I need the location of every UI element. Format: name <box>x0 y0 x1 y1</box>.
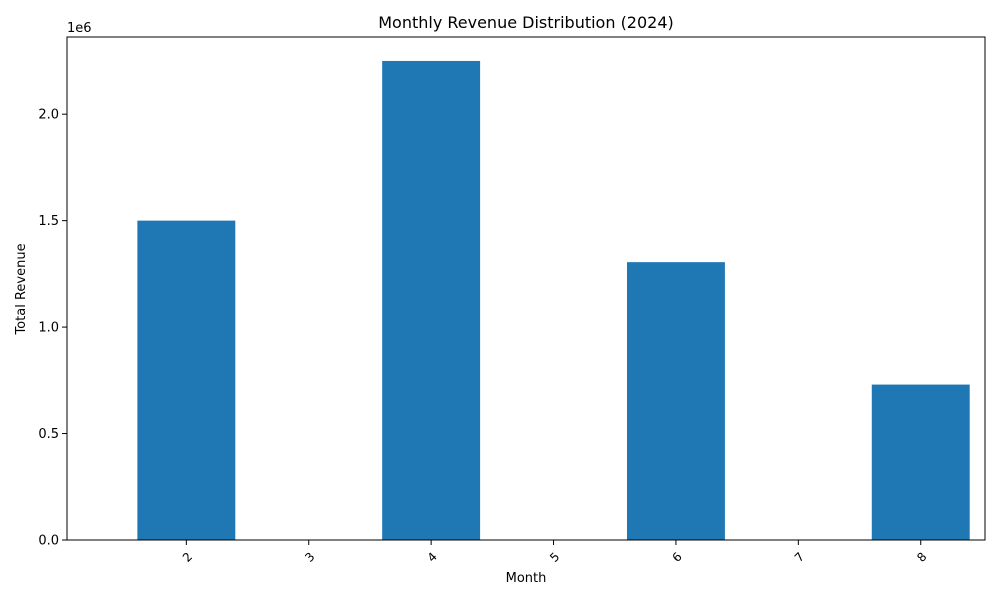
bar-month-4 <box>382 60 481 540</box>
x-tick-label: 2 <box>180 550 195 565</box>
y-tick-label: 1.0 <box>38 321 59 336</box>
y-tick-label: 0.0 <box>38 534 59 549</box>
x-tick-label: 3 <box>302 550 317 565</box>
chart-title: Monthly Revenue Distribution (2024) <box>378 13 674 32</box>
x-tick-label: 7 <box>792 550 807 565</box>
x-axis-label: Month <box>506 571 547 586</box>
bars-layer <box>137 60 970 540</box>
x-tick-label: 6 <box>669 550 684 565</box>
plot-frame <box>66 36 986 541</box>
x-tick-label: 5 <box>547 550 562 565</box>
x-tick-label: 8 <box>914 550 929 565</box>
y-tick-label: 2.0 <box>38 108 59 123</box>
x-tick-label: 4 <box>425 550 440 565</box>
y-axis-label: Total Revenue <box>14 243 29 335</box>
bar-month-6 <box>626 262 725 540</box>
y-tick-label: 1.5 <box>38 214 59 229</box>
bar-month-2 <box>137 220 236 540</box>
y-axis-offset-text: 1e6 <box>67 21 92 36</box>
y-tick-label: 0.5 <box>38 427 59 442</box>
bar-month-8 <box>871 384 970 540</box>
